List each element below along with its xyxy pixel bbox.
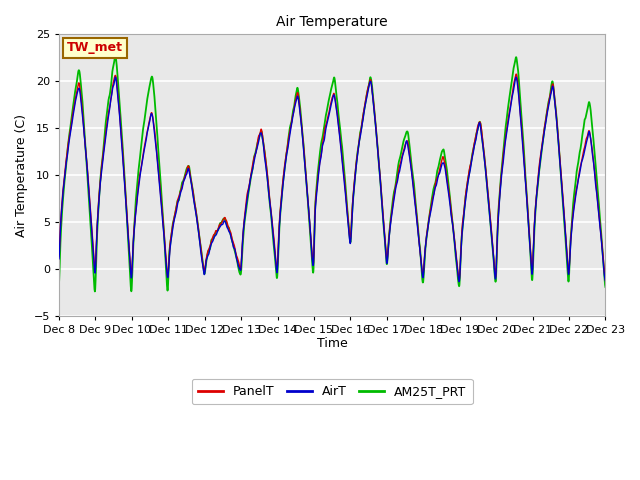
Legend: PanelT, AirT, AM25T_PRT: PanelT, AirT, AM25T_PRT [191, 379, 473, 404]
Y-axis label: Air Temperature (C): Air Temperature (C) [15, 114, 28, 237]
Title: Air Temperature: Air Temperature [276, 15, 388, 29]
Text: TW_met: TW_met [67, 41, 123, 54]
X-axis label: Time: Time [317, 336, 348, 349]
